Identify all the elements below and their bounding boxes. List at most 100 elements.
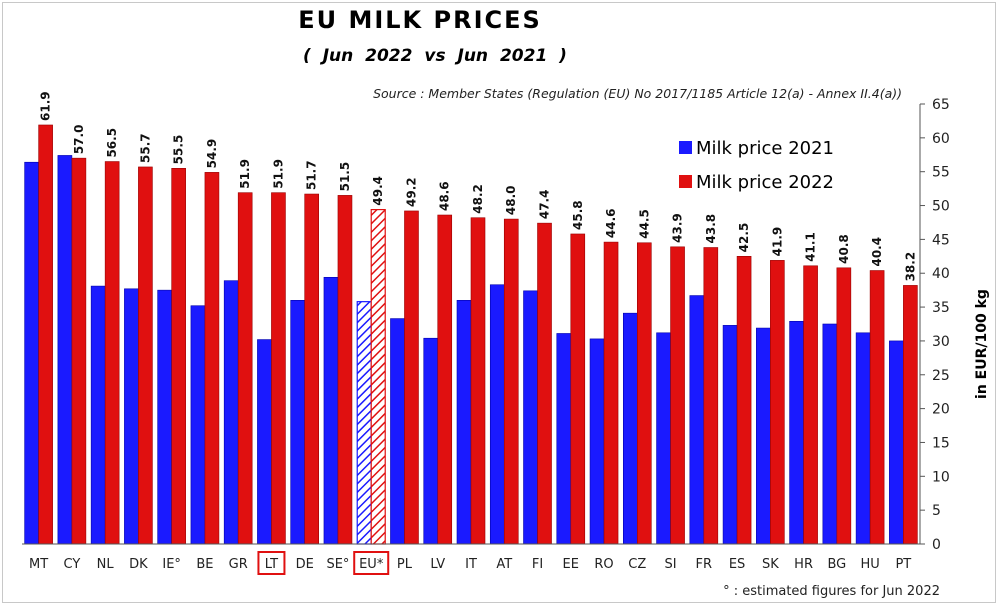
x-tick-label-fi: FI [532, 557, 543, 572]
x-tick-label-lv: LV [430, 557, 445, 572]
bar-2021-pl [390, 318, 405, 545]
value-label-se: 51.5 [338, 162, 352, 192]
bar-2021-se [323, 276, 339, 545]
chart-title: EU MILK PRICES [298, 6, 542, 34]
x-tick-label-lt: LT [265, 557, 278, 572]
value-label-ee: 45.8 [571, 200, 585, 230]
value-label-fr: 43.8 [704, 214, 718, 244]
value-label-lt: 51.9 [271, 159, 285, 189]
y-tick-label-40: 40 [932, 266, 950, 282]
bar-2022-fi [537, 222, 552, 545]
bar-2021-ro [589, 338, 605, 545]
bar-2022-de [304, 193, 320, 545]
x-tick-label-si: SI [665, 557, 677, 572]
bar-2022-pt [903, 285, 918, 545]
x-tick-label-de: DE [296, 557, 314, 572]
value-label-hr: 41.1 [804, 232, 818, 262]
value-label-es: 42.5 [737, 223, 751, 253]
bar-2022-es [736, 256, 752, 545]
bar-2021-de [290, 300, 306, 545]
bar-2022-pl [404, 210, 419, 545]
bar-2021-fr [689, 295, 705, 545]
value-label-cz: 44.5 [637, 209, 651, 239]
bar-2021-at [489, 284, 505, 545]
bar-2022-cz [636, 242, 652, 545]
bar-2022-lt [271, 192, 286, 545]
x-tick-label-it: IT [465, 557, 477, 572]
value-label-pt: 38.2 [903, 252, 917, 282]
value-label-cy: 57.0 [72, 125, 86, 155]
value-label-si: 43.9 [671, 213, 685, 243]
x-tick-label-bg: BG [827, 557, 846, 572]
x-tick-label-ie: IE° [162, 557, 181, 572]
bar-2022-it [470, 217, 486, 545]
bar-2022-hr [803, 265, 818, 545]
bar-2021-dk [124, 288, 139, 545]
chart-source: Source : Member States (Regulation (EU) … [373, 86, 902, 101]
y-axis-label: in EUR/100 kg [974, 289, 990, 399]
bar-2022-fr [703, 247, 719, 545]
x-tick-label-hu: HU [860, 557, 879, 572]
bar-2021-eu [356, 301, 372, 545]
x-tick-label-eu: EU* [359, 557, 384, 572]
x-tick-label-pl: PL [397, 557, 413, 572]
y-tick-label-25: 25 [932, 368, 950, 384]
y-tick-label-45: 45 [932, 232, 950, 248]
bar-2021-mt [24, 161, 39, 545]
bar-2022-ro [603, 241, 619, 545]
bar-2021-fi [523, 290, 538, 545]
y-tick-label-30: 30 [932, 334, 950, 350]
bar-2021-hu [855, 332, 871, 545]
bar-2022-se [337, 195, 353, 545]
highlight-box-eu [353, 551, 390, 575]
x-tick-label-gr: GR [229, 557, 248, 572]
legend-label-2022: Milk price 2022 [696, 172, 834, 193]
x-tick-label-dk: DK [129, 557, 148, 572]
bar-2022-eu [370, 209, 386, 545]
bar-2021-ee [556, 333, 572, 545]
legend-swatch-2021 [679, 141, 692, 154]
value-label-hu: 40.4 [870, 237, 884, 267]
value-label-ro: 44.6 [604, 208, 618, 238]
value-label-dk: 55.7 [138, 133, 152, 163]
bar-2021-sk [756, 327, 771, 545]
bar-2021-es [722, 325, 738, 545]
value-label-fi: 47.4 [538, 190, 552, 220]
y-tick-label-15: 15 [932, 435, 950, 451]
value-label-bg: 40.8 [837, 234, 851, 264]
bar-2021-cz [622, 312, 638, 545]
bar-2021-be [190, 305, 206, 545]
y-tick-label-5: 5 [932, 503, 941, 519]
bar-2021-lt [257, 339, 272, 545]
bar-2021-hr [789, 320, 804, 545]
y-tick-label-0: 0 [932, 537, 941, 553]
value-label-sk: 41.9 [770, 227, 784, 257]
x-tick-label-se: SE° [326, 557, 349, 572]
legend: Milk price 2021 Milk price 2022 [679, 138, 834, 193]
bar-2022-ee [570, 233, 586, 545]
x-tick-label-cy: CY [63, 557, 80, 572]
y-tick-label-35: 35 [932, 300, 950, 316]
value-label-at: 48.0 [504, 185, 518, 215]
legend-swatch-2022 [679, 175, 692, 188]
bar-2021-lv [423, 337, 439, 545]
bar-2022-gr [237, 192, 253, 545]
y-tick-label-50: 50 [932, 199, 950, 215]
bar-2022-ie [171, 168, 186, 545]
chart-subtitle: ( Jun 2022 vs Jun 2021 ) [303, 46, 567, 66]
bar-2021-it [456, 300, 472, 545]
y-tick-label-10: 10 [932, 469, 950, 485]
x-tick-label-at: AT [496, 557, 512, 572]
x-tick-label-mt: MT [29, 557, 48, 572]
legend-label-2021: Milk price 2021 [696, 138, 834, 159]
highlight-box-lt [257, 551, 286, 575]
x-tick-label-pt: PT [895, 557, 911, 572]
x-tick-label-cz: CZ [628, 557, 646, 572]
value-label-de: 51.7 [305, 160, 319, 190]
bar-2021-gr [223, 280, 239, 545]
bar-2022-si [670, 246, 685, 545]
y-tick-label-20: 20 [932, 402, 950, 418]
bar-2021-nl [90, 285, 106, 545]
value-label-be: 54.9 [205, 139, 219, 169]
value-label-nl: 56.5 [105, 128, 119, 158]
